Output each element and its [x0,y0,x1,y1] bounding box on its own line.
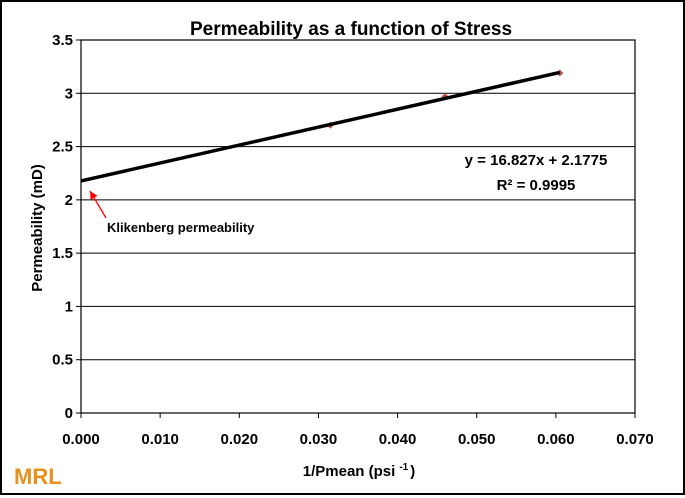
plot-area [80,39,636,414]
x-axis-title: 1/Pmean (psi -1) [303,462,415,480]
y-tick-label: 2.5 [52,139,73,156]
y-tick-label: 2 [65,192,73,209]
x-tick-label: 0.030 [300,431,338,448]
x-axis-title-superscript: -1 [399,462,408,473]
x-axis-ticks: 0.000 0.010 0.020 0.030 0.040 0.050 0.060 0.070 [62,413,654,448]
r-squared-label: R² = 0.9995 [497,177,576,194]
annotation: Klikenberg permeability [89,190,255,235]
y-tick-label: 0 [65,405,73,422]
y-axis-title: Permeability (mD) [29,164,46,292]
y-tick-label: 3 [65,85,73,102]
trendline [80,70,561,183]
annotation-label: Klikenberg permeability [107,220,255,235]
mrl-logo: MRL [14,464,62,489]
trendline-equation: y = 16.827x + 2.1775 [465,152,608,169]
x-axis-title-suffix: ) [410,463,415,480]
grid [81,39,635,414]
chart-title: Permeability as a function of Stress [190,19,512,40]
x-tick-label: 0.040 [379,431,417,448]
y-tick-label: 0.5 [52,352,73,369]
x-tick-label: 0.020 [221,431,259,448]
x-tick-label: 0.070 [616,431,654,448]
x-tick-label: 0.010 [141,431,179,448]
x-tick-label: 0.000 [62,431,100,448]
annotation-arrowhead [90,190,98,200]
y-tick-label: 3.5 [52,32,73,49]
x-axis-title-main: 1/Pmean (psi [303,463,396,480]
x-tick-label: 0.060 [537,431,575,448]
y-tick-label: 1 [65,298,73,315]
x-tick-label: 0.050 [458,431,496,448]
y-tick-label: 1.5 [52,245,73,262]
y-axis-ticks: 0 0.5 1 1.5 2 2.5 3 3.5 [52,32,81,422]
